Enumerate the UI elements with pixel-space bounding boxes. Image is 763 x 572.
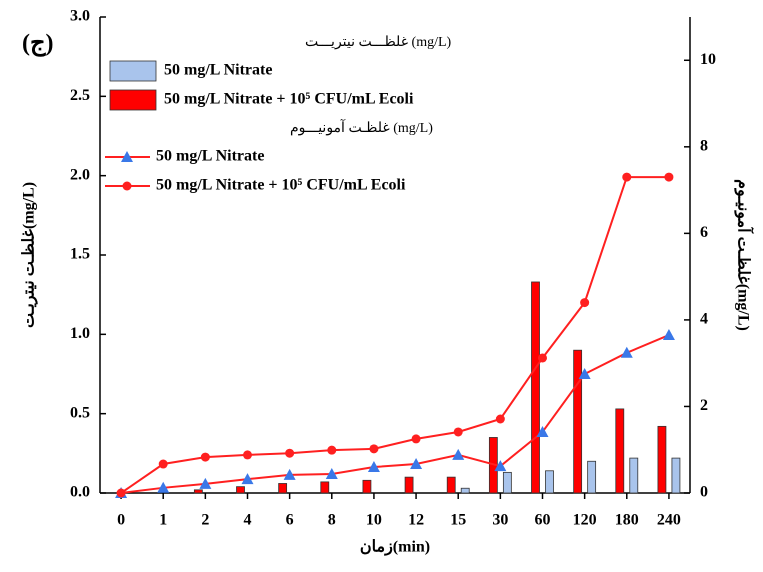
x-tick-label: 180 [615,512,639,529]
x-tick-label: 1 [159,512,167,529]
y2-tick-label: 10 [700,51,716,68]
y-tick-label: 2.0 [70,166,90,183]
marker [200,452,210,462]
x-tick-label: 15 [450,512,466,529]
marker [369,444,379,454]
y2-tick-label: 4 [700,311,708,328]
bar [460,487,470,494]
x-tick-label: 6 [286,512,294,529]
bar [446,476,456,494]
marker [243,450,252,460]
marker [411,434,421,444]
x-tick-label: 2 [201,512,209,529]
bar [573,349,583,494]
legend-title: (mg/L) غلظـت آمونیـــوم [290,118,433,136]
x-tick-label: 60 [535,512,551,529]
legend-label: 50 mg/L Nitrate + 10⁵ CFU/mL Ecoli [156,177,406,194]
legend-marker [122,181,132,191]
y2-tick-label: 0 [700,484,708,501]
legend-label: 50 mg/L Nitrate + 10⁵ CFU/mL Ecoli [164,91,414,108]
legend-marker [121,151,133,162]
marker [241,473,254,485]
y-tick-label: 0.0 [70,484,90,501]
y2-tick-label: 6 [700,224,708,241]
marker [538,353,547,363]
x-tick-label: 10 [366,512,382,529]
marker [494,460,507,472]
bar [615,408,625,494]
x-tick-label: 12 [408,512,424,529]
marker [410,458,423,470]
bar [502,471,512,494]
legend-title: (mg/L) غلظـــت نیتریـــت [305,35,452,50]
legend-swatch [109,60,157,82]
marker [536,425,549,437]
y2-tick-label: 8 [700,137,708,154]
legend-marker-shape [122,181,132,191]
marker [367,461,380,473]
marker [116,488,126,498]
legend-marker-shape [121,151,133,162]
y-tick-label: 1.5 [70,246,90,263]
x-tick-label: 0 [117,512,125,529]
marker [158,459,168,469]
y-tick-label: 3.0 [70,8,90,25]
bar [362,479,372,494]
line [120,176,669,494]
bar [278,483,288,494]
bar [587,460,597,494]
y-tick-label: 1.0 [70,325,90,342]
bar [404,476,414,494]
bar [657,425,667,494]
marker [453,427,463,437]
panel-label: (ج) [22,31,54,58]
marker [283,468,296,480]
marker [199,477,212,489]
line [120,334,670,494]
y-axis-label: غلظـت نیتریـت(mg/L) [21,182,39,328]
marker [325,467,338,479]
marker [495,414,505,424]
bar [236,486,245,494]
marker [622,172,632,182]
marker [157,481,170,493]
marker [285,448,295,458]
bar [545,470,554,494]
x-tick-label: 8 [328,512,336,529]
bar [671,457,681,494]
marker [620,346,633,358]
bar [193,489,203,494]
marker [578,368,591,379]
x-tick-label: 4 [244,512,252,529]
bar [531,281,540,494]
x-tick-label: 120 [573,512,597,529]
marker [580,298,590,308]
marker [452,448,465,460]
x-tick-label: 30 [492,512,508,529]
x-axis-label: زمان(min) [360,539,430,557]
x-tick-label: 240 [657,512,681,529]
legend-swatch [109,89,157,111]
bar [320,481,330,494]
bar [629,457,639,494]
legend-label: 50 mg/L Nitrate [156,148,264,165]
y-tick-label: 0.5 [70,404,90,421]
legend-label: 50 mg/L Nitrate [164,62,272,79]
marker [662,329,675,341]
y2-tick-label: 2 [700,397,708,414]
marker [664,172,674,182]
y2-axis-label: غلظـت آمونیـوم(mg/L) [733,179,755,331]
y-tick-label: 2.5 [70,87,90,104]
marker [327,445,337,455]
